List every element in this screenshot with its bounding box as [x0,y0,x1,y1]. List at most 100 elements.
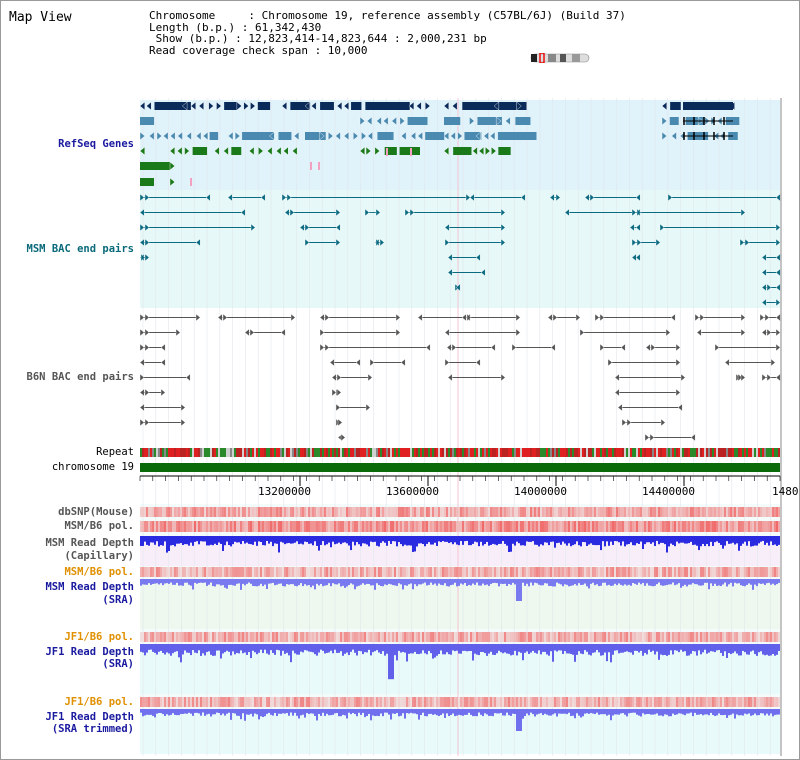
jf1-pol2-cell [372,697,374,707]
msm-cap-depth-bar [180,536,182,544]
b6n-bac-pair-end [617,403,623,412]
repeat-segment [146,448,148,457]
gene-arrow [169,177,176,187]
jf1-sra-depth-bar [598,644,600,653]
jf1-trim-depth-bar [150,709,152,715]
jf1-trim-depth-bar [286,709,288,714]
msm-cap-depth-bar [162,536,164,546]
jf1-trim-depth-bar [444,709,446,718]
msm-pol-cell [680,521,682,532]
msm-pol-cell [452,521,454,532]
msm-pol-cell [662,521,664,532]
dbsnp-cell [558,507,560,517]
msm-pol2-cell [352,567,354,577]
repeat-segment [476,448,478,457]
repeat-segment [526,448,528,457]
jf1-trim-depth-bar [768,709,770,716]
jf1-pol2-cell [146,697,148,707]
dbsnp-cell [744,507,746,517]
dbsnp-cell [352,507,354,517]
jf1-pol2-cell [148,697,150,707]
msm-pol-cell [640,521,642,532]
jf1-pol-cell [402,632,404,642]
msm-cap-depth-bar [200,536,202,542]
jf1-pol-cell [580,632,582,642]
jf1-sra-depth-bar [722,644,724,656]
jf1-pol2-cell [432,697,434,707]
repeat-segment [244,448,246,457]
msm-pol-cell [288,521,290,532]
gene-arrow [469,116,475,126]
jf1-pol-cell [432,632,434,642]
chromosome-ideogram[interactable] [530,53,590,63]
msm-cap-depth-bar [638,536,640,544]
dbsnp-cell [532,507,534,517]
msm-pol2-cell [256,567,258,577]
jf1-trim-depth-bar [570,709,572,716]
repeat-segment [510,448,512,457]
jf1-sra-depth-bar [692,644,694,651]
repeat-segment [438,448,440,457]
jf1-pol2-cell [164,697,166,707]
dbsnp-cell [350,507,352,517]
dbsnp-cell [638,507,640,517]
msm-pol2-cell [218,567,220,577]
jf1-trim-depth-bar [578,709,580,716]
dbsnp-cell [162,507,164,517]
jf1-trim-depth-bar [424,709,426,717]
msm-sra-depth-bar [336,579,338,585]
repeat-segment [294,448,296,457]
jf1-trim-depth-bar [234,709,236,714]
dbsnp-cell [560,507,562,517]
msm-sra-depth-bar [494,579,496,583]
jf1-pol-cell [214,632,216,642]
dbsnp-cell [590,507,592,517]
dbsnp-cell [216,507,218,517]
msm-cap-depth-bar [434,536,436,543]
msm-pol2-cell [562,567,564,577]
repeat-segment [578,448,580,457]
repeat-segment [198,448,200,457]
msm-sra-depth-bar [314,579,316,590]
msm-sra-depth-bar [478,579,480,586]
dbsnp-cell [742,507,744,517]
b6n-bac-pair-end [365,403,371,412]
jf1-pol-cell [274,632,276,642]
jf1-trim-depth-bar [752,709,754,716]
msm-pol-cell [192,521,194,532]
b6n-bac-pair-end [451,343,457,352]
msm-pol-cell [636,521,638,532]
repeat-segment [604,448,606,457]
jf1-sra-depth-bar [624,644,626,652]
jf1-trim-depth-bar [456,709,458,716]
repeat-segment [326,448,328,457]
msm-sra-depth-bar [248,579,250,583]
msm-cap-depth-bar [678,536,680,544]
gene-exon-block [497,132,522,140]
msm-pol-cell [590,521,592,532]
msm-cap-depth-bar [544,536,546,543]
repeat-segment [388,448,390,457]
msm-sra-depth-bar [498,579,500,587]
msm-sra-depth-bar [526,579,528,584]
jf1-pol-cell [554,632,556,642]
msm-sra-depth-bar [370,579,372,586]
jf1-pol2-cell [578,697,580,707]
msm-pol2-cell [488,567,490,577]
gene-arrow [399,116,406,126]
msm-pol-cell [626,521,628,532]
msm-pol2-cell [414,567,416,577]
msm-cap-depth-bar [658,536,660,545]
msm-pol-cell [622,521,624,532]
gene-arrow [184,146,190,156]
jf1-pol2-cell [474,697,476,707]
msm-pol2-cell [770,567,772,577]
repeat-segment [538,448,540,457]
msm-pol-cell [516,521,518,532]
msm-cap-depth-bar [562,536,564,542]
jf1-pol2-cell [174,697,176,707]
repeat-segment [622,448,624,457]
msm-pol2-cell [222,567,224,577]
msm-pol-cell [390,521,392,532]
